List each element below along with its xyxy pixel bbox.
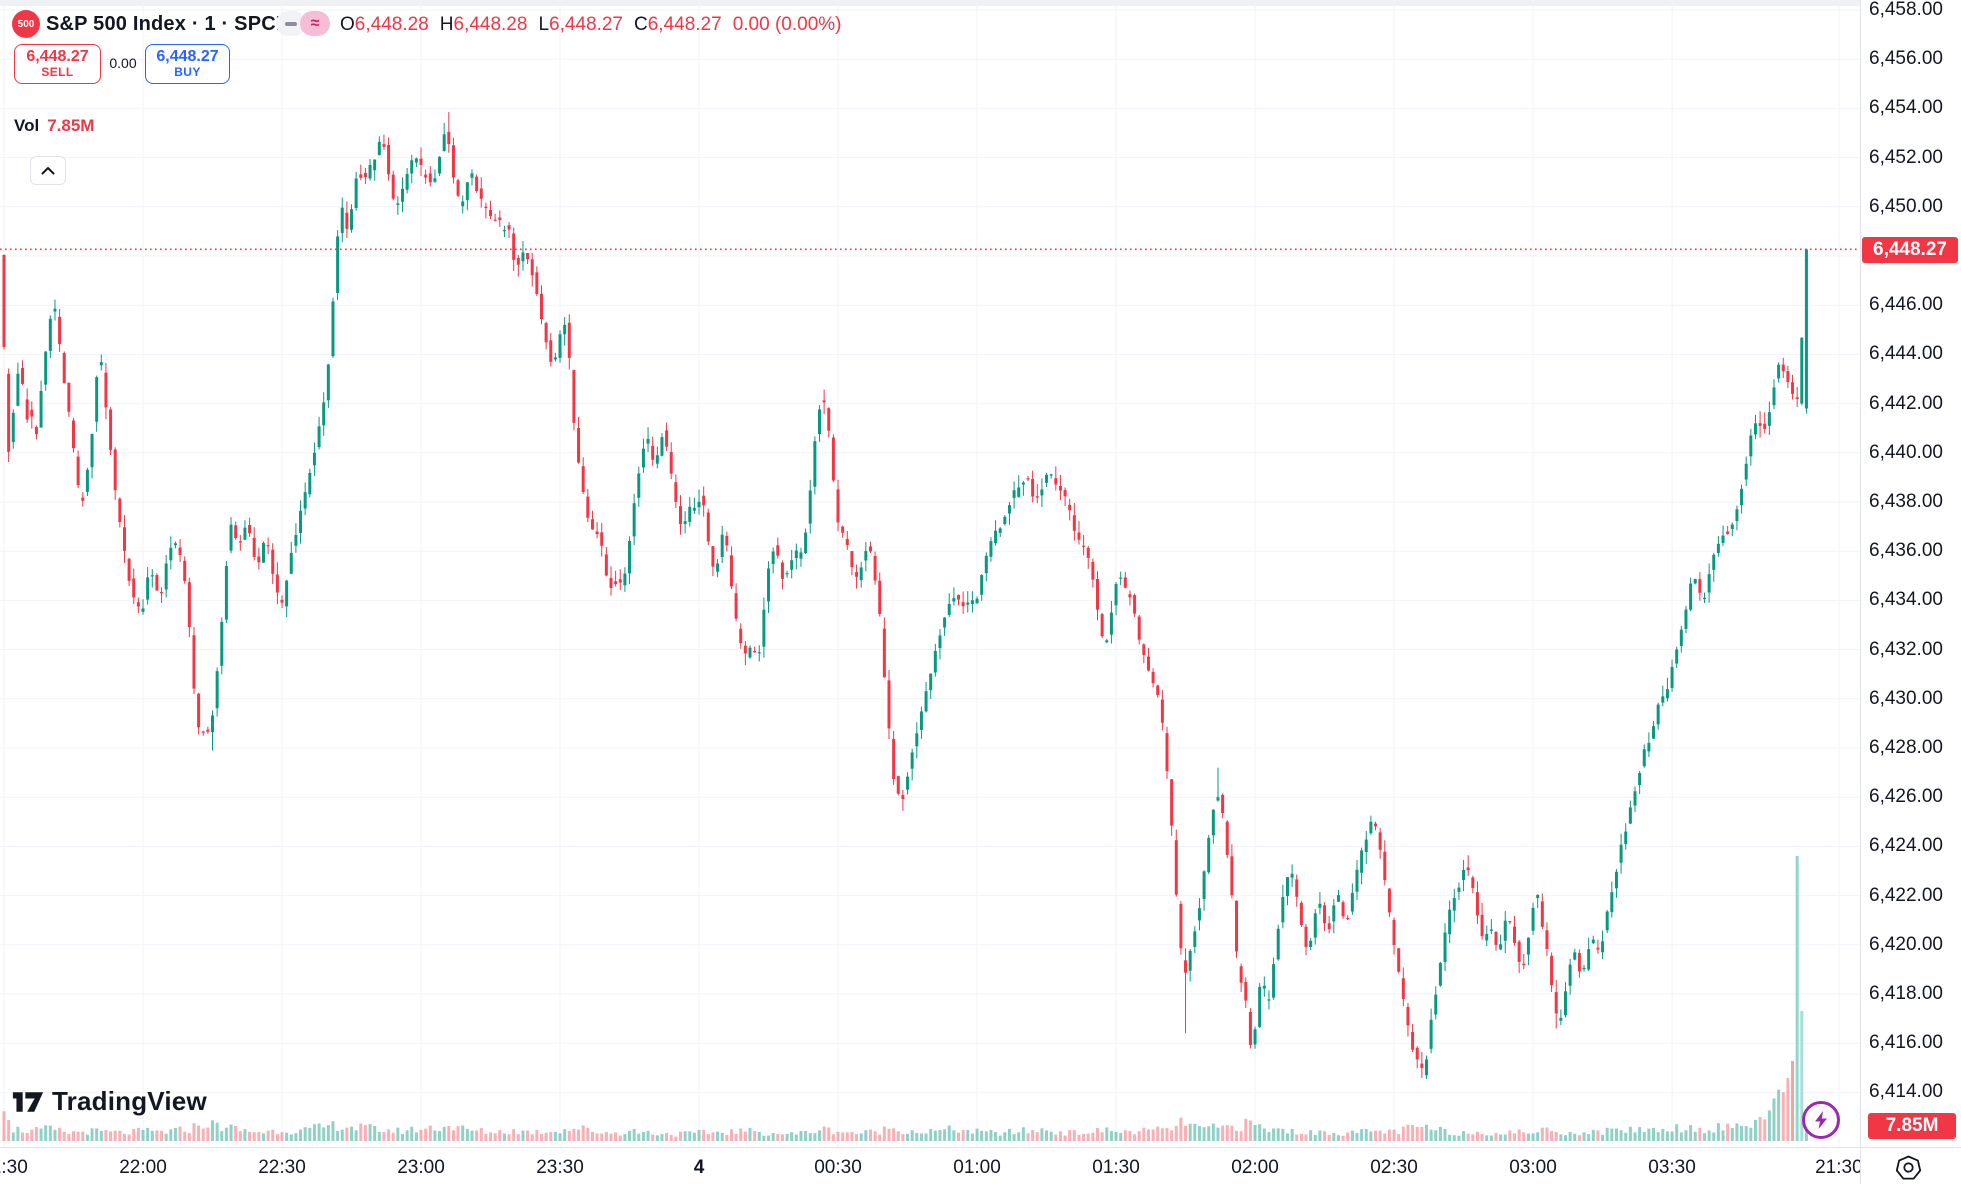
axis-separator-vertical — [1860, 0, 1861, 1184]
price-tick-label: 6,442.00 — [1869, 392, 1943, 414]
time-tick-label: 23:30 — [536, 1157, 584, 1178]
price-tick-label: 6,440.00 — [1869, 441, 1943, 463]
buy-button[interactable]: 6,448.27 BUY — [145, 44, 230, 84]
time-tick-label: 03:30 — [1648, 1157, 1696, 1178]
volume-label: Vol — [14, 116, 40, 135]
time-tick-label: 23:00 — [397, 1157, 445, 1178]
dash-icon — [285, 21, 297, 26]
volume-value: 7.85M — [47, 116, 95, 135]
symbol-title[interactable]: S&P 500 Index · 1 · SPCFD — [46, 13, 303, 35]
time-tick-label: 4 — [693, 1157, 705, 1178]
price-tick-label: 6,454.00 — [1869, 97, 1943, 119]
price-tick-label: 6,420.00 — [1869, 933, 1943, 955]
price-tick-label: 6,452.00 — [1869, 146, 1943, 168]
price-tick-label: 6,444.00 — [1869, 343, 1943, 365]
price-tick-label: 6,418.00 — [1869, 983, 1943, 1004]
time-tick-label: 00:30 — [814, 1157, 862, 1178]
last-price-label: 6,448.27 — [1862, 237, 1958, 263]
time-tick-label: 21:30 — [0, 1157, 28, 1178]
price-tick-label: 6,422.00 — [1869, 884, 1943, 906]
axis-separator-horizontal — [0, 1147, 1961, 1148]
price-tick-label: 6,426.00 — [1869, 786, 1943, 808]
price-tick-label: 6,458.00 — [1869, 0, 1943, 20]
price-tick-label: 6,432.00 — [1869, 638, 1943, 660]
gear-icon — [1895, 1155, 1922, 1180]
tradingview-logo-icon — [12, 1091, 44, 1112]
price-tick-label: 6,438.00 — [1869, 491, 1943, 512]
chart-style-toggles: ≈ — [276, 11, 330, 36]
chevron-up-icon — [41, 167, 55, 175]
approx-toggle-button[interactable]: ≈ — [300, 11, 330, 36]
lightning-icon — [1815, 1111, 1827, 1129]
time-tick-label: 02:00 — [1231, 1157, 1279, 1178]
price-tick-label: 6,434.00 — [1869, 589, 1943, 611]
buy-price: 6,448.27 — [156, 47, 219, 65]
price-tick-label: 6,450.00 — [1869, 195, 1943, 217]
price-tick-label: 6,436.00 — [1869, 540, 1943, 562]
time-tick-label: 21:30 — [1815, 1157, 1860, 1178]
price-tick-label: 6,416.00 — [1869, 1032, 1943, 1054]
symbol-logo-badge[interactable]: 500 — [12, 10, 40, 38]
time-tick-label: 22:00 — [119, 1157, 167, 1178]
approx-icon: ≈ — [310, 14, 320, 32]
volume-axis-badge: 7.85M — [1868, 1113, 1956, 1139]
tradingview-logo[interactable]: TradingView — [12, 1086, 207, 1117]
sell-button[interactable]: 6,448.27 SELL — [14, 44, 101, 84]
volume-indicator-row: Vol 7.85M — [14, 116, 94, 136]
time-tick-label: 01:00 — [953, 1157, 1001, 1178]
ohlc-values: O6,448.28 H6,448.28 L6,448.27 C6,448.27 — [340, 14, 722, 36]
buy-label: BUY — [174, 65, 201, 80]
time-tick-label: 02:30 — [1370, 1157, 1418, 1178]
price-axis[interactable]: 6,458.00 6,456.00 6,454.00 6,452.00 6,450.00… — [1861, 0, 1961, 1147]
ohlc-item: L6,448.27 — [538, 14, 623, 35]
candlestick-chart-canvas[interactable] — [0, 0, 1860, 1147]
time-tick-label: 22:30 — [258, 1157, 306, 1178]
ohlc-readout: O6,448.28 H6,448.28 L6,448.27 C6,448.27 0.0… — [340, 14, 842, 36]
time-tick-label: 01:30 — [1092, 1157, 1140, 1178]
axis-settings-button[interactable] — [1895, 1155, 1922, 1182]
tradingview-logo-text: TradingView — [52, 1086, 207, 1116]
sell-label: SELL — [41, 65, 74, 80]
price-tick-label: 6,424.00 — [1869, 835, 1943, 857]
price-tick-label: 6,446.00 — [1869, 294, 1943, 316]
ohlc-item: H6,448.28 — [439, 14, 528, 35]
ohlc-item: O6,448.28 — [340, 14, 429, 35]
time-axis[interactable]: 21:30 22:00 22:30 23:00 23:30 4 00:30 01:00 01:3… — [0, 1148, 1860, 1184]
sell-price: 6,448.27 — [26, 47, 89, 65]
instant-order-badge[interactable] — [1802, 1101, 1840, 1139]
price-tick-label: 6,456.00 — [1869, 48, 1943, 70]
price-tick-label: 6,428.00 — [1869, 737, 1943, 758]
collapse-panel-button[interactable] — [30, 156, 66, 185]
price-tick-label: 6,414.00 — [1869, 1081, 1943, 1103]
spread-value: 0.00 — [109, 55, 137, 71]
window-top-border — [0, 0, 1961, 6]
time-tick-label: 03:00 — [1509, 1157, 1557, 1178]
ohlc-item: C6,448.27 — [634, 14, 722, 35]
change-readout: 0.00 (0.00%) — [732, 14, 842, 35]
price-tick-label: 6,430.00 — [1869, 687, 1943, 709]
